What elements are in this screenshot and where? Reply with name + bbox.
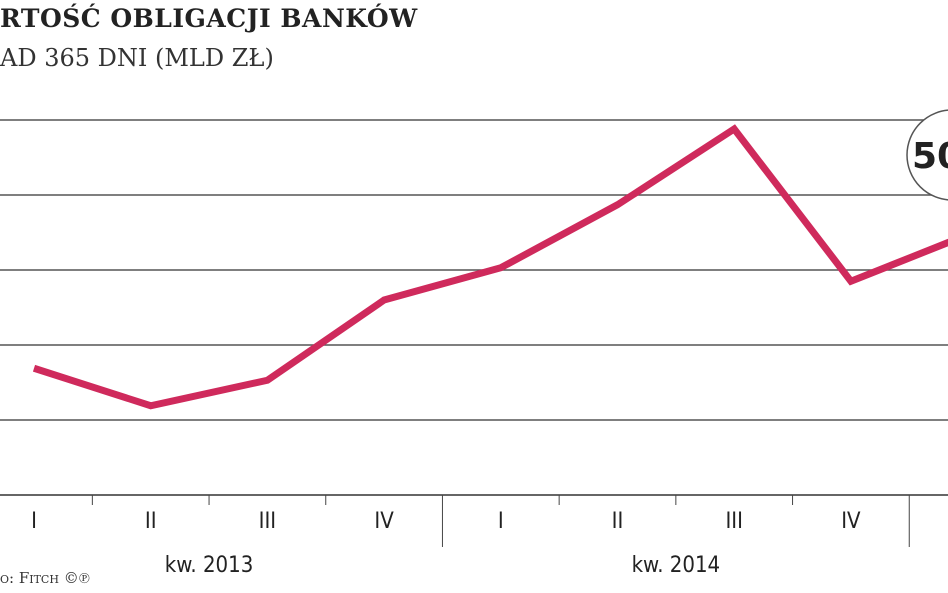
- x-tick-label: I: [31, 509, 37, 534]
- annotation-bubble: [906, 109, 948, 201]
- series-line: [32, 124, 948, 410]
- year-label: kw. 2014: [632, 553, 721, 578]
- x-tick-label: III: [725, 509, 743, 534]
- x-tick-label: I: [498, 509, 504, 534]
- x-tick-label: IV: [841, 509, 861, 534]
- x-tick-label: III: [259, 509, 277, 534]
- source-note: o: Fitch ©℗: [0, 569, 91, 587]
- x-tick-label: II: [612, 509, 624, 534]
- annotation-label: 50: [912, 136, 948, 177]
- chart-subtitle: AD 365 DNI (MLD ZŁ): [0, 44, 274, 72]
- chart-title: RTOŚĆ OBLIGACJI BANKÓW: [0, 4, 418, 33]
- x-tick-label: IV: [374, 509, 394, 534]
- x-tick-label: II: [145, 509, 157, 534]
- year-label: kw. 2013: [165, 553, 254, 578]
